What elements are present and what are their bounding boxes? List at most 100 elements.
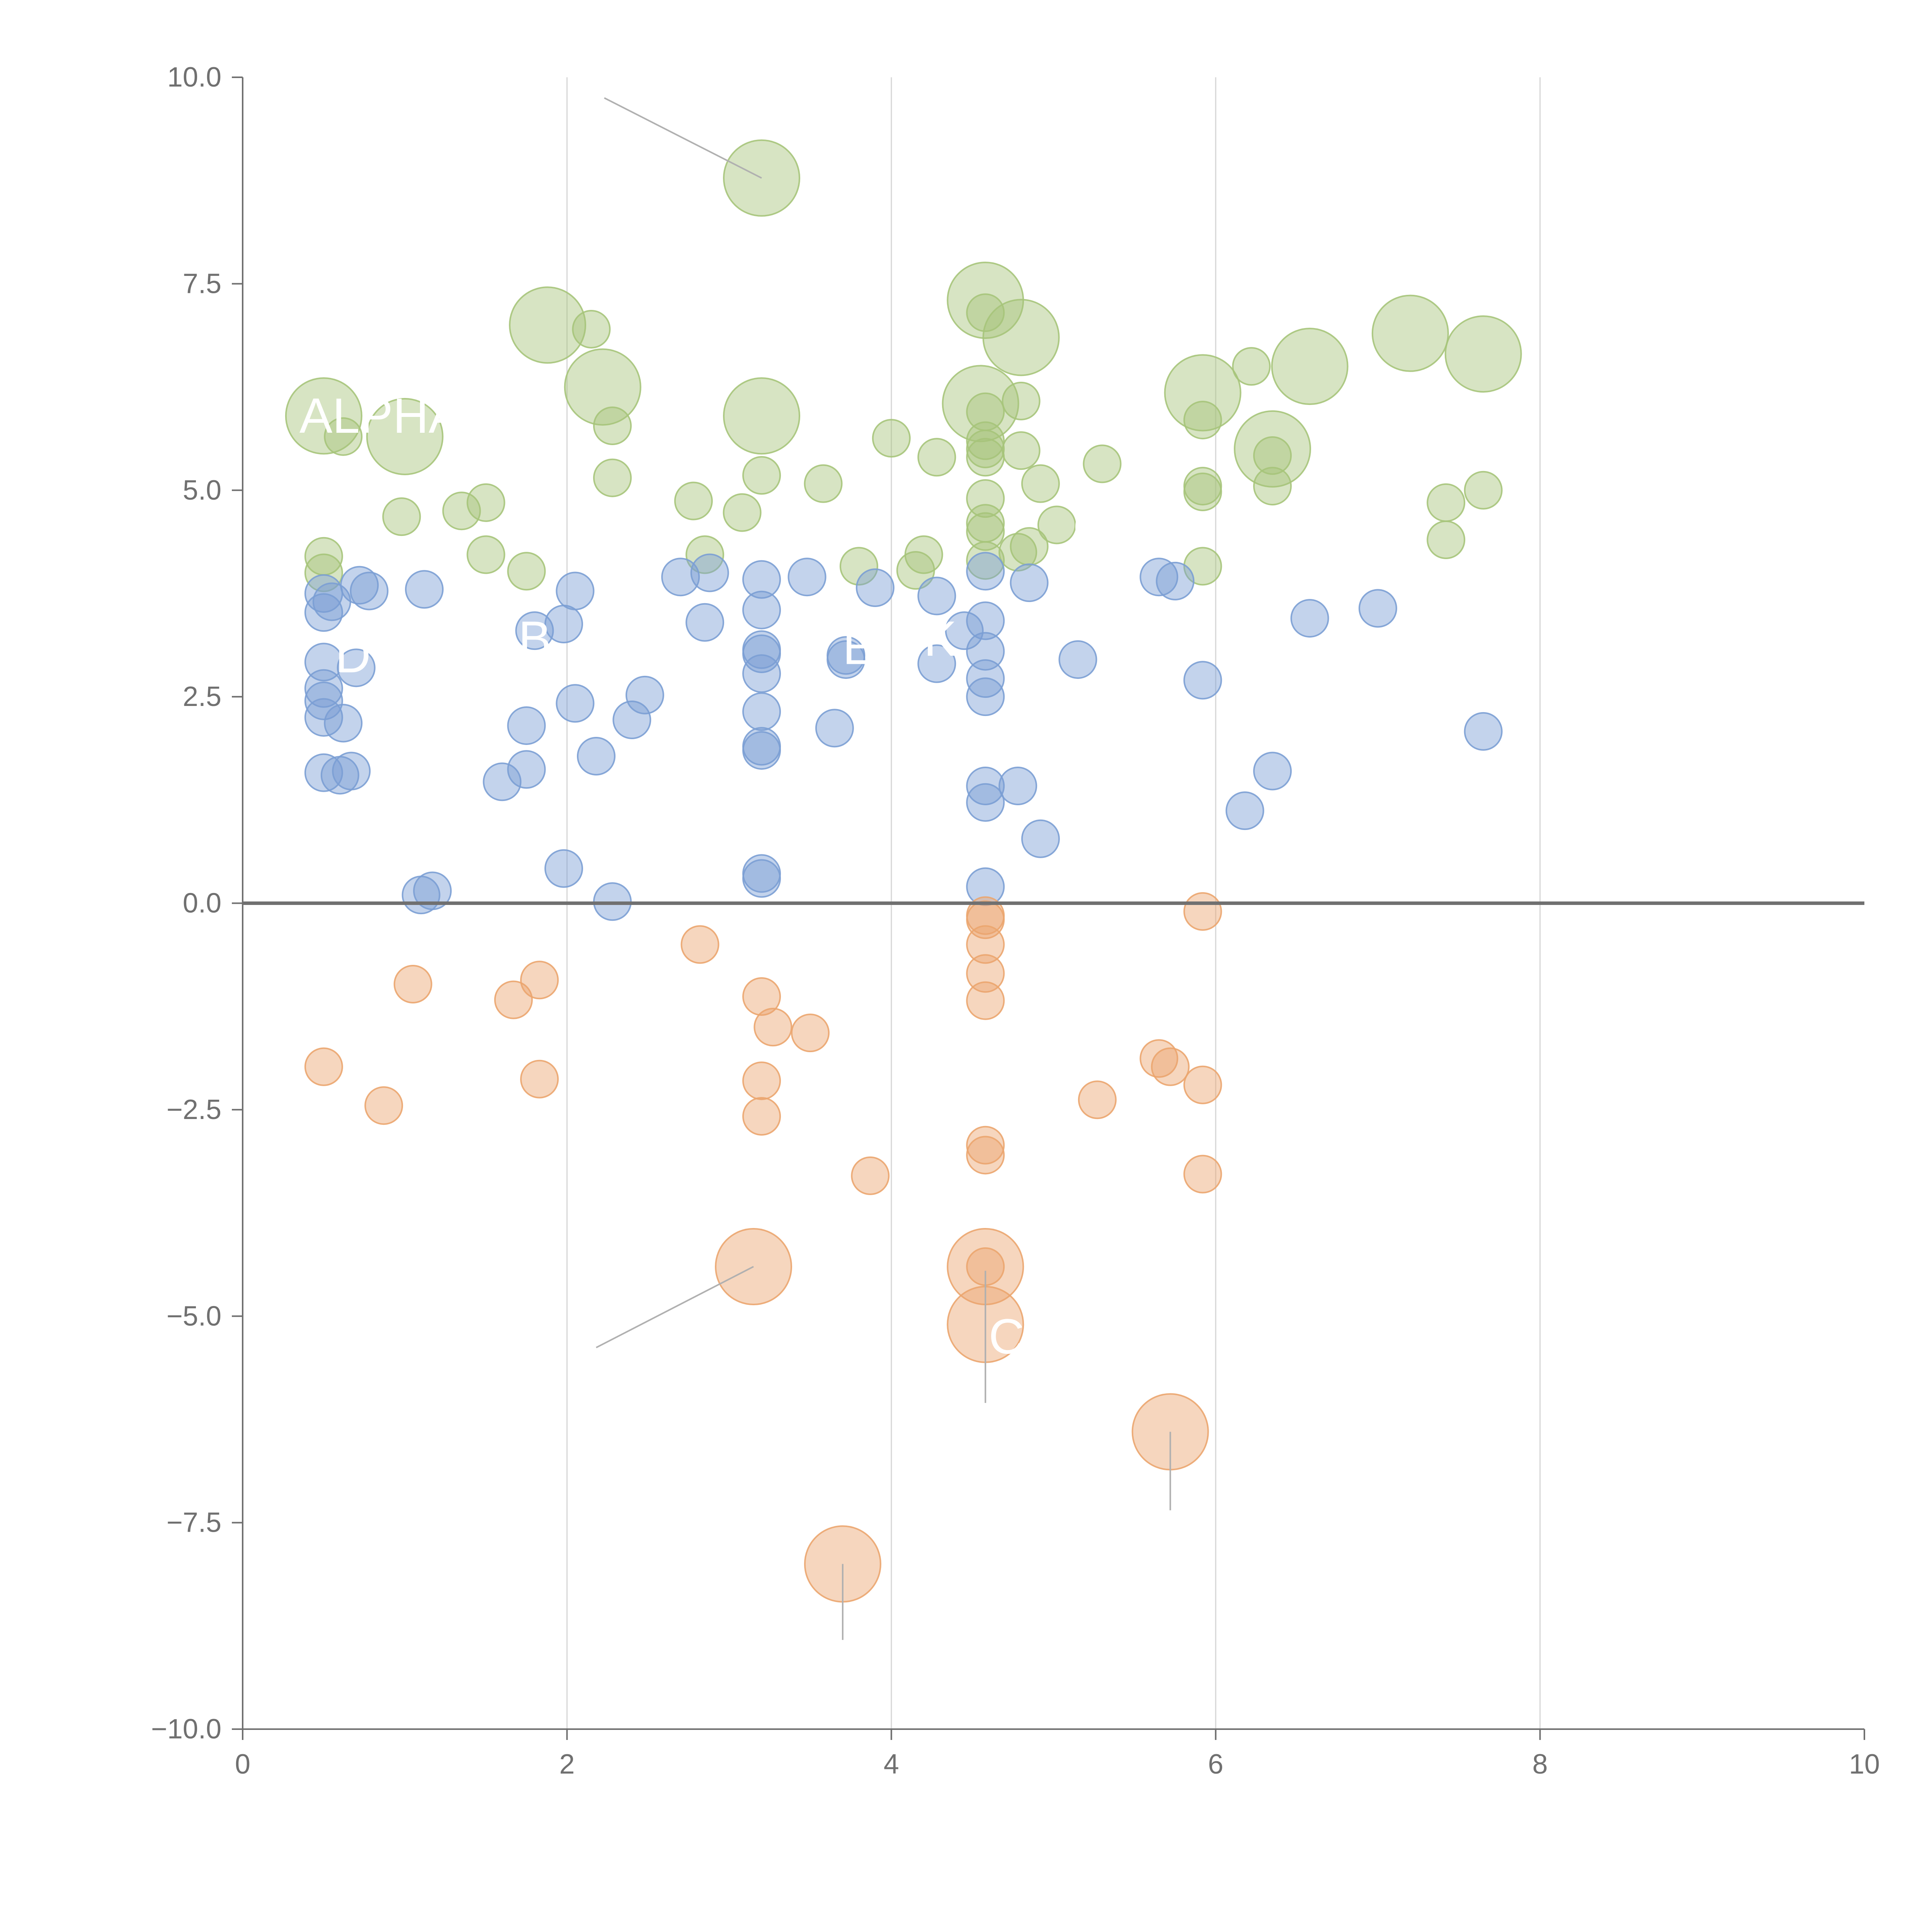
high-bubble [904,535,943,574]
x-tick-label: 6 [1208,1749,1223,1780]
axis-layer: −10.0 −7.5 −5.0 −2.5 0.0 2.5 5.0 7.5 10.0 0 2 4 6 8 10 [151,62,1880,1780]
low-bubble [304,1047,343,1086]
x-tick-label: 4 [884,1749,899,1780]
high-bubble [966,293,1005,332]
mid-bubble [742,560,781,599]
mid-bubble [507,706,546,745]
high-bubble [804,464,843,503]
high-bubble [1234,410,1311,488]
high-bubble [1183,467,1222,506]
low-bubble [966,954,1005,993]
low-bubble [494,980,533,1019]
mid-bubble [685,603,724,642]
low-bubble [1183,892,1222,931]
low-bubble [966,981,1005,1020]
low-bubble [364,1086,403,1125]
mid-bubble [1010,563,1049,602]
mid-bubble [917,644,956,683]
high-bubble [1444,315,1522,393]
mid-bubble [515,611,554,650]
high-bubble [442,492,481,531]
mid-bubble [661,558,700,597]
high-bubble [1037,505,1076,544]
mid-bubble [304,643,343,682]
mid-bubble [1358,589,1397,628]
high-bubble [304,553,343,592]
mid-bubble [1021,819,1060,858]
high-bubble [285,377,362,455]
low-bubble [742,1061,781,1100]
high-bubble [966,421,1005,460]
mid-bubble [945,611,984,650]
low-bubble [966,925,1005,964]
high-bubble [723,377,801,455]
high-bubble [1232,347,1271,386]
y-tick-label: −5.0 [167,1301,221,1332]
high-bubble [466,535,505,574]
high-bubble [1253,467,1292,506]
bubble-annotation: D [335,628,371,683]
mid-bubble [742,590,781,629]
low-bubble [715,1228,793,1305]
y-tick-label: −2.5 [167,1094,221,1125]
mid-bubble [966,632,1005,671]
low-bubble [791,1014,830,1053]
high-bubble [966,512,1005,551]
mid-bubble [1464,712,1503,751]
mid-bubble [337,648,376,687]
high-bubble [507,552,546,591]
label-layer: ALPHA D B E K O C [299,388,1112,1364]
high-bubble [1164,354,1242,432]
high-bubble [839,547,878,586]
mid-bubble [556,684,595,723]
mid-bubble [742,634,781,673]
high-bubble [742,456,781,495]
mid-bubble [966,601,1005,640]
high-bubble [466,483,505,522]
high-bubble [324,417,363,456]
leader-line [596,1266,754,1349]
high-bubble [1002,431,1041,470]
high-bubble [723,493,762,532]
mid-bubble [966,552,1005,591]
bubble-annotation: O [1073,500,1112,555]
high-bubble [917,438,956,477]
mid-bubble [1253,752,1292,791]
high-bubble [564,348,641,426]
y-tick-label: 10.0 [167,62,221,93]
mid-bubble [483,762,522,801]
mid-bubble [340,566,379,605]
high-bubble [982,299,1060,376]
mid-bubble [350,571,389,611]
high-bubble [1464,471,1503,510]
mid-bubble [742,859,781,898]
y-tick-label: 7.5 [183,268,221,299]
high-bubble [966,429,1005,468]
high-bubble [1021,464,1060,503]
mid-bubble [742,654,781,693]
y-tick-label: −10.0 [151,1714,221,1745]
x-tick-label: 10 [1849,1749,1880,1780]
low-bubble [520,1060,559,1099]
low-bubble [851,1156,890,1195]
mid-bubble [742,692,781,731]
high-bubble [998,533,1037,572]
mid-bubble [966,783,1005,822]
mid-bubble [690,553,729,592]
mid-bubble [625,675,664,714]
high-bubble [1371,294,1449,372]
bubble-annotation: B [518,611,551,667]
mid-bubble [577,737,616,776]
mid-bubble [332,752,371,791]
low-bubble [1183,1155,1222,1194]
high-bubble [1427,520,1466,559]
bubble-annotation: K [924,611,957,667]
mid-bubble [507,750,546,789]
high-bubble [1002,381,1041,420]
high-bubble [942,365,1019,442]
high-bubble [1271,328,1349,405]
high-bubble [723,139,801,217]
mid-bubble [324,704,363,743]
mid-bubble [304,753,343,792]
y-tick-label: −7.5 [167,1507,221,1538]
